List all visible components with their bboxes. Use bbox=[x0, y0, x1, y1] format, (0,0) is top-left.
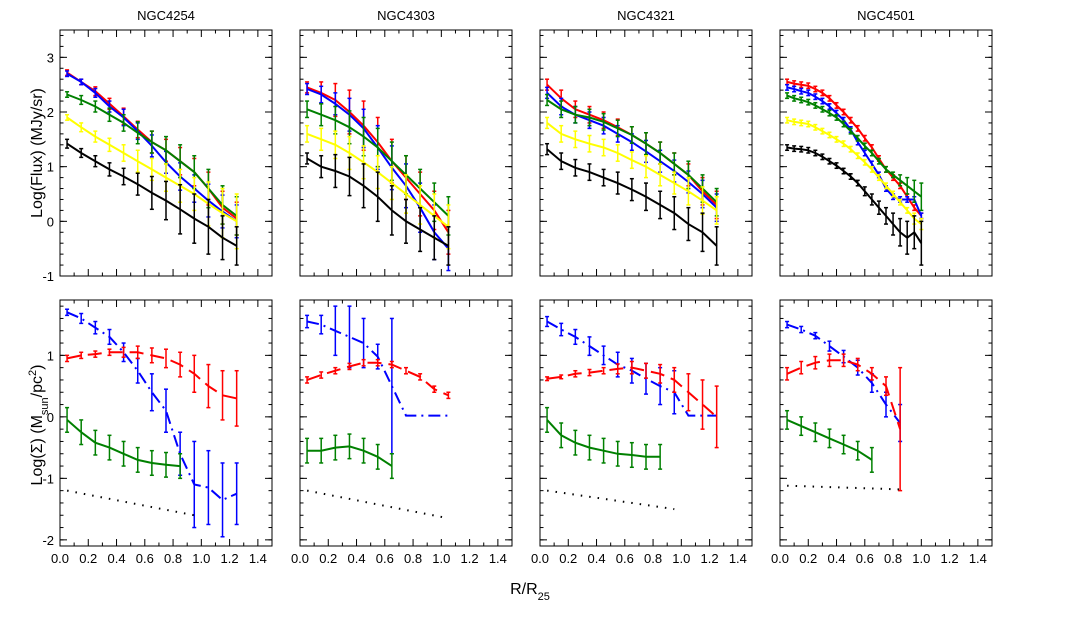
panel-series-group bbox=[785, 78, 924, 266]
bottom-ylabel-sub: sun bbox=[39, 397, 51, 415]
x-tick-label: 0.6 bbox=[856, 551, 874, 566]
series-red-line bbox=[786, 359, 902, 430]
x-tick-label: 1.2 bbox=[701, 551, 719, 566]
panel-ngc4254-flux: NGC4254 -1 0 1 2 3 bbox=[42, 8, 273, 284]
bottom-ylabel-pre: Log(Σ) (M bbox=[29, 415, 46, 485]
x-tick-label: 0.4 bbox=[107, 551, 125, 566]
series-black-line bbox=[786, 146, 923, 244]
y-tick-label: -2 bbox=[42, 533, 54, 548]
panel-frame bbox=[59, 299, 273, 547]
series-black-line bbox=[546, 489, 675, 511]
y-tick-label: 3 bbox=[47, 50, 54, 65]
x-tick-label: 0.8 bbox=[644, 551, 662, 566]
series-green-line bbox=[786, 94, 922, 198]
x-tick-label: 0.0 bbox=[771, 551, 789, 566]
panel-frame bbox=[779, 29, 993, 277]
series-red-line bbox=[786, 80, 923, 217]
x-tick-label: 0.0 bbox=[531, 551, 549, 566]
panel-series-group bbox=[305, 81, 451, 272]
y-tick-label: 0 bbox=[47, 410, 54, 425]
series-yellow-line bbox=[786, 119, 922, 225]
x-tick-label: 1.0 bbox=[432, 551, 450, 566]
x-tick-label: 1.2 bbox=[461, 551, 479, 566]
x-tick-label: 0.4 bbox=[347, 551, 365, 566]
x-tick-label: 0.6 bbox=[376, 551, 394, 566]
bottom-y-axis-title: Log(Σ) (Msun/pc2) bbox=[27, 365, 51, 486]
top-y-axis-title: Log(Flux) (MJy/sr) bbox=[29, 88, 46, 218]
panel-frame bbox=[539, 299, 753, 547]
bottom-ylabel-mid: /pc bbox=[29, 376, 46, 397]
panel-frame bbox=[299, 29, 513, 277]
x-tick-label: 0.8 bbox=[164, 551, 182, 566]
panel-series-group bbox=[545, 315, 719, 511]
y-tick-label: 0 bbox=[47, 214, 54, 229]
x-tick-label: 0.4 bbox=[587, 551, 605, 566]
y-tick-label: -1 bbox=[42, 269, 54, 284]
y-tick-label: 1 bbox=[47, 160, 54, 175]
series-black-line bbox=[787, 484, 901, 491]
x-tick-label: 1.4 bbox=[729, 551, 747, 566]
x-tick-label: 1.0 bbox=[672, 551, 690, 566]
x-tick-label: 0.0 bbox=[291, 551, 309, 566]
panel-ngc4303-flux: NGC4303 bbox=[299, 8, 513, 277]
panel-ngc4303-mass: 0.0 0.2 0.4 0.6 0.8 1.0 1.2 1.4 bbox=[291, 299, 513, 566]
x-tick-label: 1.4 bbox=[489, 551, 507, 566]
x-tick-label: 0.2 bbox=[79, 551, 97, 566]
series-black-line bbox=[306, 489, 449, 520]
panel-frame bbox=[539, 29, 753, 277]
x-tick-label: 1.0 bbox=[912, 551, 930, 566]
x-tick-label: 1.4 bbox=[969, 551, 987, 566]
panel-title: NGC4254 bbox=[137, 8, 195, 23]
panel-series-group bbox=[785, 320, 903, 492]
x-tick-label: 0.6 bbox=[136, 551, 154, 566]
panels: NGC4254 -1 0 1 2 3 NGC4303 NGC4321 NGC4501 0.0 0.2… bbox=[42, 8, 993, 566]
x-tick-label: 1.2 bbox=[221, 551, 239, 566]
series-black-line bbox=[66, 489, 195, 517]
x-tick-label: 0.2 bbox=[319, 551, 337, 566]
panel-title: NGC4501 bbox=[857, 8, 915, 23]
panel-ngc4254-mass: 0.0 0.2 0.4 0.6 0.8 1.0 1.2 1.4 -2 -1 0 1 bbox=[42, 299, 273, 566]
x-tick-label: 0.8 bbox=[884, 551, 902, 566]
x-axis-title: R/R25 bbox=[510, 581, 550, 603]
xlabel-main: R/R bbox=[510, 581, 538, 598]
panel-frame bbox=[779, 299, 993, 547]
panel-series-group bbox=[305, 305, 451, 520]
panel-ngc4501-mass: 0.0 0.2 0.4 0.6 0.8 1.0 1.2 1.4 bbox=[771, 299, 993, 566]
panel-ngc4321-mass: 0.0 0.2 0.4 0.6 0.8 1.0 1.2 1.4 bbox=[531, 299, 753, 566]
panel-series-group bbox=[65, 308, 239, 538]
x-tick-label: 1.4 bbox=[249, 551, 267, 566]
bottom-ylabel-post: ) bbox=[29, 365, 46, 370]
y-tick-label: 2 bbox=[47, 105, 54, 120]
x-tick-label: 0.2 bbox=[799, 551, 817, 566]
panel-ngc4321-flux: NGC4321 bbox=[539, 8, 753, 277]
panel-series-group bbox=[545, 78, 719, 266]
series-blue-line bbox=[786, 323, 901, 424]
x-tick-label: 0.6 bbox=[616, 551, 634, 566]
panel-frame bbox=[299, 299, 513, 547]
panel-frame bbox=[59, 29, 273, 277]
panel-title: NGC4303 bbox=[377, 8, 435, 23]
panel-title: NGC4321 bbox=[617, 8, 675, 23]
x-tick-label: 0.8 bbox=[404, 551, 422, 566]
panel-ngc4501-flux: NGC4501 bbox=[779, 8, 993, 277]
panel-series-group bbox=[65, 69, 239, 266]
x-tick-label: 1.0 bbox=[192, 551, 210, 566]
x-tick-label: 0.2 bbox=[559, 551, 577, 566]
x-tick-label: 0.4 bbox=[827, 551, 845, 566]
y-tick-label: -1 bbox=[42, 471, 54, 486]
x-tick-label: 0.0 bbox=[51, 551, 69, 566]
bottom-ylabel-sup: 2 bbox=[27, 370, 39, 376]
y-tick-label: 1 bbox=[47, 348, 54, 363]
x-tick-label: 1.2 bbox=[941, 551, 959, 566]
xlabel-sub: 25 bbox=[538, 591, 550, 603]
